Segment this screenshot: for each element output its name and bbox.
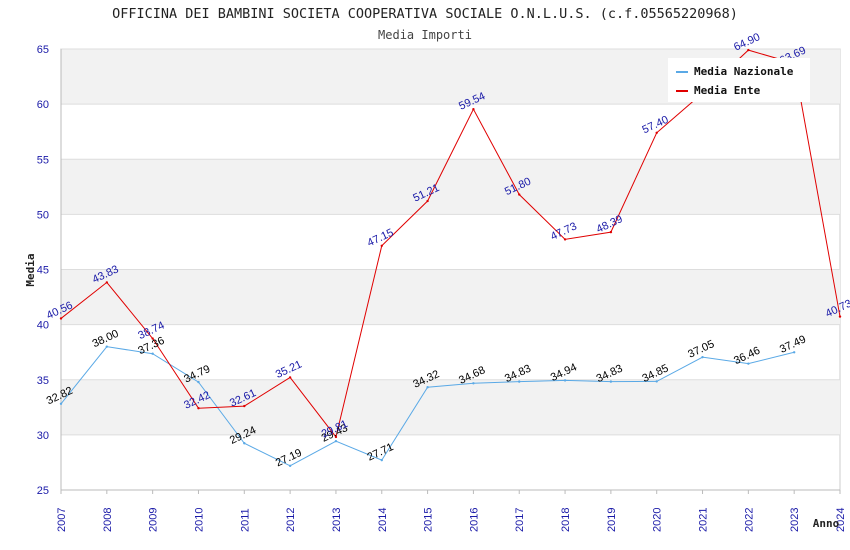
x-tick-label: 2020: [652, 508, 664, 532]
data-point-media-nazionale: [609, 380, 613, 383]
legend-label-media-ente: Media Ente: [694, 84, 761, 97]
data-point-media-ente: [105, 281, 109, 284]
x-tick-label: 2013: [331, 508, 343, 532]
x-axis-label: Anno: [813, 517, 840, 530]
data-point-media-nazionale: [197, 380, 200, 384]
x-tick-label: 2012: [285, 508, 297, 532]
y-tick-label: 60: [37, 99, 49, 111]
x-tick-label: 2022: [743, 508, 755, 532]
legend-label-media-nazionale: Media Nazionale: [694, 65, 794, 78]
data-point-media-nazionale: [747, 362, 750, 365]
y-tick-label: 45: [37, 265, 49, 277]
data-point-media-ente: [334, 435, 338, 439]
chart-title: OFFICINA DEI BAMBINI SOCIETA COOPERATIVA…: [112, 6, 738, 22]
data-point-media-nazionale: [334, 439, 338, 443]
data-point-media-nazionale: [518, 380, 521, 383]
legend: Media Nazionale Media Ente: [668, 58, 810, 102]
x-tick-label: 2009: [148, 508, 160, 532]
data-point-media-nazionale: [380, 458, 383, 462]
x-tick-label: 2019: [606, 508, 618, 532]
x-tick-label: 2018: [560, 508, 572, 532]
plot-band: [61, 159, 840, 215]
x-tick-label: 2021: [698, 508, 710, 532]
y-tick-label: 65: [37, 44, 49, 56]
data-point-media-ente: [838, 315, 842, 318]
data-point-media-ente: [151, 337, 154, 340]
data-point-media-ente: [655, 131, 658, 134]
y-tick-label: 55: [37, 154, 49, 166]
data-point-media-nazionale: [288, 464, 292, 468]
y-tick-label: 35: [37, 375, 49, 387]
x-tick-label: 2016: [468, 508, 480, 532]
data-point-media-nazionale: [426, 386, 429, 389]
data-point-media-nazionale: [792, 351, 796, 354]
y-tick-label: 25: [37, 485, 49, 497]
x-tick-label: 2010: [193, 508, 205, 532]
data-point-media-nazionale: [563, 379, 567, 382]
x-tick-label: 2015: [423, 508, 435, 532]
x-tick-label: 2008: [102, 508, 114, 532]
data-point-media-nazionale: [701, 355, 704, 359]
x-tick-label: 2007: [56, 508, 68, 532]
x-tick-label: 2014: [377, 508, 389, 532]
chart-subtitle: Media Importi: [378, 28, 472, 42]
y-tick-label: 30: [37, 430, 49, 442]
y-axis: 25 30 35 40 45 50 55 60 65: [37, 44, 62, 497]
data-point-media-nazionale: [243, 442, 246, 445]
data-point-media-ente: [197, 406, 200, 410]
data-point-media-ente: [59, 317, 63, 320]
data-point-media-nazionale: [105, 345, 109, 348]
data-point-media-ente: [288, 376, 292, 379]
data-point-media-ente: [472, 107, 475, 111]
x-tick-label: 2023: [789, 508, 801, 532]
data-point-media-ente: [609, 230, 613, 234]
x-tick-label: 2011: [239, 508, 251, 532]
data-point-media-ente: [243, 404, 246, 408]
data-point-media-ente: [563, 238, 567, 241]
plot-band: [61, 379, 840, 435]
data-point-media-ente: [747, 48, 750, 52]
data-point-media-ente: [518, 193, 521, 196]
data-point-media-nazionale: [59, 402, 63, 405]
data-point-media-nazionale: [151, 352, 154, 355]
y-tick-label: 40: [37, 320, 49, 332]
y-axis-label: Media: [24, 253, 37, 286]
x-axis: 2007 2008 2009 2010 2011 2012 2013 2014 2015 2016…: [56, 489, 847, 532]
x-tick-label: 2024: [835, 508, 847, 532]
y-tick-label: 50: [37, 209, 49, 221]
data-point-media-nazionale: [655, 380, 658, 383]
legend-box: [668, 58, 810, 102]
data-point-media-ente: [380, 244, 383, 247]
x-tick-label: 2017: [514, 508, 526, 532]
data-point-media-ente: [426, 199, 429, 203]
plot-band: [61, 269, 840, 325]
data-point-media-nazionale: [472, 382, 475, 385]
